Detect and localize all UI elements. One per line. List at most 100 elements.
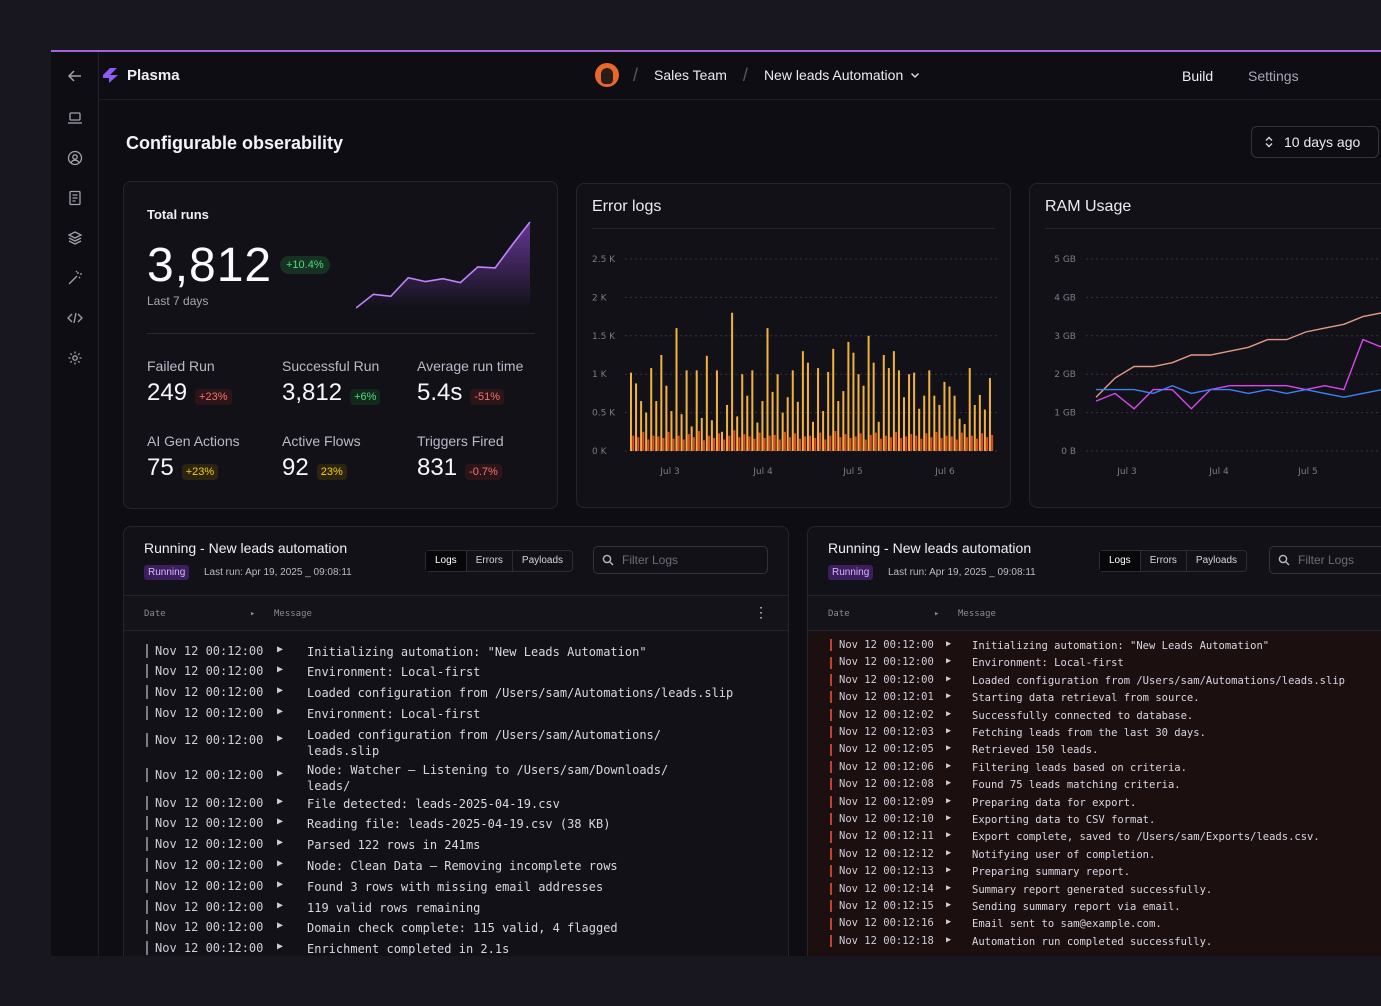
more-options-icon[interactable]: ⋮ xyxy=(754,605,768,621)
error-bar xyxy=(958,418,961,451)
chevron-down-icon[interactable] xyxy=(909,69,921,81)
nav-settings[interactable]: Settings xyxy=(1248,68,1299,84)
error-bar xyxy=(928,370,931,451)
expand-arrow-icon[interactable]: ▶ xyxy=(277,837,284,849)
log-row[interactable]: Nov 12 00:12:15 ▶ Sending summary report v… xyxy=(808,899,1381,913)
expand-arrow-icon[interactable]: ▶ xyxy=(277,878,284,890)
magic-wand-icon[interactable] xyxy=(65,268,85,288)
log-row[interactable]: Nov 12 00:12:00 ▶ Domain check complete: 1… xyxy=(124,919,788,936)
log-row[interactable]: Nov 12 00:12:00 ▶ Found 3 rows with missin… xyxy=(124,877,788,894)
expand-arrow-icon[interactable]: ▶ xyxy=(946,708,952,719)
expand-arrow-icon[interactable]: ▶ xyxy=(946,830,952,841)
avatar[interactable] xyxy=(595,63,619,87)
tab-errors[interactable]: Errors xyxy=(467,551,513,571)
expand-arrow-icon[interactable]: ▶ xyxy=(277,733,284,745)
log-row[interactable]: Nov 12 00:12:09 ▶ Preparing data for expor… xyxy=(808,795,1381,809)
log-row[interactable]: Nov 12 00:12:00 ▶ Reading file: leads-2025… xyxy=(124,815,788,832)
log-row[interactable]: Nov 12 00:12:00 ▶ Initializing automation:… xyxy=(124,642,788,659)
log-row[interactable]: Nov 12 00:12:18 ▶ Automation run completed… xyxy=(808,934,1381,948)
app-logo[interactable]: Plasma xyxy=(101,66,180,84)
expand-arrow-icon[interactable]: ▶ xyxy=(946,656,952,667)
expand-arrow-icon[interactable]: ▶ xyxy=(946,882,952,893)
expand-arrow-icon[interactable]: ▶ xyxy=(277,941,284,953)
log-row[interactable]: Nov 12 00:12:08 ▶ Found 75 leads matching … xyxy=(808,777,1381,791)
expand-arrow-icon[interactable]: ▶ xyxy=(277,685,284,697)
column-date[interactable]: Date xyxy=(144,609,166,619)
expand-arrow-icon[interactable]: ▶ xyxy=(946,638,952,649)
expand-arrow-icon[interactable]: ▶ xyxy=(946,934,952,945)
log-row[interactable]: Nov 12 00:12:10 ▶ Exporting data to CSV fo… xyxy=(808,812,1381,826)
expand-arrow-icon[interactable]: ▶ xyxy=(946,778,952,789)
tab-payloads[interactable]: Payloads xyxy=(521,555,564,566)
document-icon[interactable] xyxy=(65,188,85,208)
expand-arrow-icon[interactable]: ▶ xyxy=(277,816,284,828)
filter-logs-input[interactable]: Filter Logs xyxy=(593,546,768,574)
expand-arrow-icon[interactable]: ▶ xyxy=(277,857,284,869)
log-row[interactable]: Nov 12 00:12:00 ▶ File detected: leads-202… xyxy=(124,794,788,811)
expand-arrow-icon[interactable]: ▶ xyxy=(277,795,284,807)
sort-arrow-icon[interactable]: ▸ xyxy=(934,609,940,619)
log-row[interactable]: Nov 12 00:12:00 ▶ Environment: Local-first xyxy=(124,663,788,680)
column-date[interactable]: Date xyxy=(828,609,850,619)
log-row[interactable]: Nov 12 00:12:03 ▶ Fetching leads from the … xyxy=(808,725,1381,739)
log-row[interactable]: Nov 12 00:12:05 ▶ Retrieved 150 leads. xyxy=(808,742,1381,756)
log-row[interactable]: Nov 12 00:12:00 ▶ Enrichment completed in … xyxy=(124,940,788,956)
expand-arrow-icon[interactable]: ▶ xyxy=(946,725,952,736)
log-row[interactable]: Nov 12 00:12:00 ▶ Initializing automation:… xyxy=(808,638,1381,652)
expand-arrow-icon[interactable]: ▶ xyxy=(277,899,284,911)
gear-icon[interactable] xyxy=(65,348,85,368)
expand-arrow-icon[interactable]: ▶ xyxy=(277,920,284,932)
log-row[interactable]: Nov 12 00:12:02 ▶ Successfully connected t… xyxy=(808,708,1381,722)
expand-arrow-icon[interactable]: ▶ xyxy=(277,705,284,717)
nav-build[interactable]: Build xyxy=(1182,68,1214,84)
log-row[interactable]: Nov 12 00:12:01 ▶ Starting data retrieval … xyxy=(808,690,1381,704)
log-row[interactable]: Nov 12 00:12:00 ▶ 119 valid rows remaining xyxy=(124,898,788,915)
log-row[interactable]: Nov 12 00:12:00 ▶ Loaded configuration fro… xyxy=(124,684,788,701)
filter-logs-input[interactable]: Filter Logs xyxy=(1269,546,1381,574)
log-row[interactable]: Nov 12 00:12:14 ▶ Summary report generated… xyxy=(808,882,1381,896)
log-row[interactable]: Nov 12 00:12:11 ▶ Export complete, saved t… xyxy=(808,829,1381,843)
layers-icon[interactable] xyxy=(65,228,85,248)
column-message[interactable]: Message xyxy=(274,609,312,619)
stat-value: 3,812 xyxy=(282,379,343,406)
log-row[interactable]: Nov 12 00:12:00 ▶ Environment: Local-first xyxy=(808,655,1381,669)
tab-errors[interactable]: Errors xyxy=(1141,551,1187,571)
tab-payloads[interactable]: Payloads xyxy=(1195,555,1238,566)
tab-logs[interactable]: Logs xyxy=(426,551,467,571)
date-range-select[interactable]: 10 days ago xyxy=(1251,126,1379,158)
expand-arrow-icon[interactable]: ▶ xyxy=(946,917,952,928)
expand-arrow-icon[interactable]: ▶ xyxy=(946,743,952,754)
x-tick-label: Jul 3 xyxy=(659,467,679,477)
expand-arrow-icon[interactable]: ▶ xyxy=(946,673,952,684)
expand-arrow-icon[interactable]: ▶ xyxy=(277,643,284,655)
expand-arrow-icon[interactable]: ▶ xyxy=(946,795,952,806)
log-level-indicator xyxy=(146,941,148,956)
expand-arrow-icon[interactable]: ▶ xyxy=(946,812,952,823)
breadcrumb-automation[interactable]: New leads Automation xyxy=(763,67,904,83)
expand-arrow-icon[interactable]: ▶ xyxy=(946,865,952,876)
laptop-icon[interactable] xyxy=(65,108,85,128)
back-arrow-icon[interactable] xyxy=(65,66,85,86)
log-row[interactable]: Nov 12 00:12:00 ▶ Environment: Local-first xyxy=(124,704,788,721)
log-row[interactable]: Nov 12 00:12:16 ▶ Email sent to sam@exampl… xyxy=(808,916,1381,930)
log-row[interactable]: Nov 12 00:12:00 ▶ Node: Watcher — Listenin… xyxy=(124,760,788,793)
log-row[interactable]: Nov 12 00:12:12 ▶ Notifying user of comple… xyxy=(808,847,1381,861)
expand-arrow-icon[interactable]: ▶ xyxy=(946,899,952,910)
tab-logs[interactable]: Logs xyxy=(1100,551,1141,571)
user-circle-icon[interactable] xyxy=(65,148,85,168)
log-row[interactable]: Nov 12 00:12:13 ▶ Preparing summary report… xyxy=(808,864,1381,878)
expand-arrow-icon[interactable]: ▶ xyxy=(277,767,284,779)
code-icon[interactable] xyxy=(65,308,85,328)
expand-arrow-icon[interactable]: ▶ xyxy=(946,847,952,858)
log-row[interactable]: Nov 12 00:12:06 ▶ Filtering leads based on… xyxy=(808,760,1381,774)
expand-arrow-icon[interactable]: ▶ xyxy=(946,760,952,771)
expand-arrow-icon[interactable]: ▶ xyxy=(277,664,284,676)
log-row[interactable]: Nov 12 00:12:00 ▶ Loaded configuration fro… xyxy=(808,673,1381,687)
expand-arrow-icon[interactable]: ▶ xyxy=(946,691,952,702)
log-row[interactable]: Nov 12 00:12:00 ▶ Parsed 122 rows in 241ms xyxy=(124,836,788,853)
column-message[interactable]: Message xyxy=(958,609,996,619)
log-row[interactable]: Nov 12 00:12:00 ▶ Node: Clean Data — Remov… xyxy=(124,856,788,873)
sort-arrow-icon[interactable]: ▸ xyxy=(250,609,256,619)
breadcrumb-team[interactable]: Sales Team xyxy=(654,67,727,83)
log-row[interactable]: Nov 12 00:12:00 ▶ Loaded configuration fro… xyxy=(124,725,788,758)
